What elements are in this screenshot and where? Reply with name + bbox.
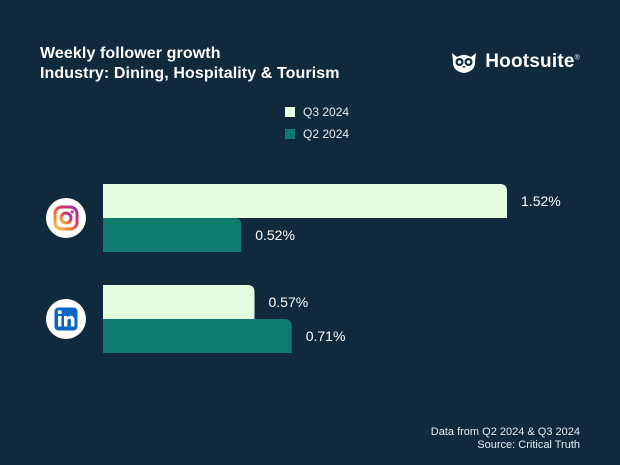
footer-line-1: Data from Q2 2024 & Q3 2024 <box>430 426 580 438</box>
data-label-linkedin-q3: 0.57% <box>269 294 309 310</box>
legend-swatch-q3 <box>285 107 295 117</box>
brand-name: Hootsuite® <box>485 51 580 72</box>
legend-item-q3: Q3 2024 <box>285 101 349 123</box>
data-label-instagram-q3: 1.52% <box>521 193 561 209</box>
bar-linkedin-q3 <box>103 285 255 319</box>
title-line-2: Industry: Dining, Hospitality & Tourism <box>40 65 340 82</box>
legend-label-q3: Q3 2024 <box>303 105 350 119</box>
bar-linkedin-q2 <box>103 319 292 353</box>
legend-swatch-q2 <box>285 129 295 139</box>
linkedin-icon <box>46 299 86 344</box>
registered-mark: ® <box>574 54 580 62</box>
data-label-instagram-q2: 0.52% <box>255 227 295 243</box>
owl-icon <box>452 53 477 73</box>
title-line-1: Weekly follower growth <box>40 45 221 62</box>
brand-logo: Hootsuite® <box>449 49 580 75</box>
legend: Q3 2024 Q2 2024 <box>285 101 349 145</box>
data-label-linkedin-q2: 0.71% <box>306 328 346 344</box>
legend-label-q2: Q2 2024 <box>303 127 350 141</box>
bar-instagram-q3 <box>103 184 508 218</box>
legend-item-q2: Q2 2024 <box>285 123 349 145</box>
footer-source: Data from Q2 2024 & Q3 2024 Source: Crit… <box>431 426 580 452</box>
bar-instagram-q2 <box>103 218 242 252</box>
instagram-icon <box>46 198 86 243</box>
chart-title: Weekly follower growth Industry: Dining,… <box>40 44 340 84</box>
footer-line-2: Source: Critical Truth <box>477 439 580 451</box>
